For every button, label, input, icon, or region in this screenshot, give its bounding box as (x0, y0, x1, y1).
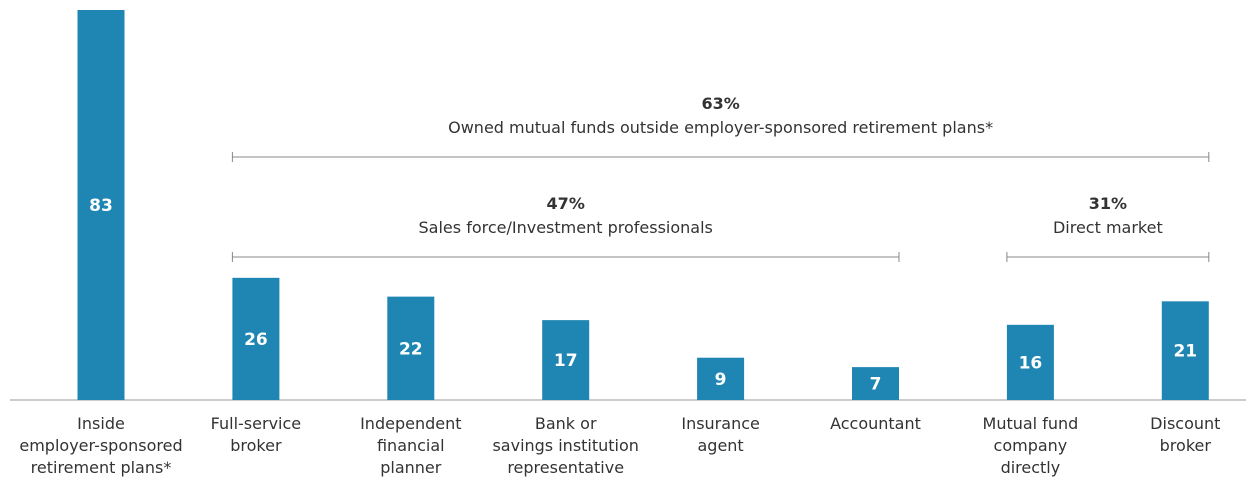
bar (697, 357, 745, 400)
value-label: 9 (715, 370, 727, 390)
bar (232, 277, 280, 400)
bar (542, 320, 590, 400)
x-tick-label: Mutual fund company directly (983, 414, 1079, 477)
x-tick-label: Full-service broker (211, 414, 301, 455)
value-label: 22 (399, 339, 423, 359)
annotation-value: 47% (547, 194, 585, 213)
annotation-value: 63% (701, 94, 739, 113)
value-label: 17 (554, 351, 578, 371)
annotation-text: Sales force/Investment professionals (419, 218, 713, 237)
annotation-text: Direct market (1053, 218, 1163, 237)
value-label: 83 (89, 196, 113, 216)
x-tick-label: Bank or savings institution representative (492, 414, 638, 477)
bar (852, 367, 899, 400)
x-tick-label: Accountant (830, 414, 921, 433)
bar (77, 10, 125, 400)
x-tick-label: Insurance agent (681, 414, 760, 455)
bar (1161, 301, 1209, 400)
x-tick-label: Discount broker (1150, 414, 1220, 455)
value-label: 26 (244, 330, 268, 350)
bar (1006, 324, 1054, 400)
annotation-text: Owned mutual funds outside employer-spon… (448, 118, 993, 137)
x-tick-label: Independent financial planner (360, 414, 461, 477)
value-label: 7 (870, 375, 882, 395)
x-tick-label: Inside employer-sponsored retirement plans… (19, 414, 182, 477)
bar (387, 296, 435, 400)
value-label: 21 (1173, 342, 1197, 362)
value-label: 16 (1019, 353, 1043, 373)
annotation-value: 31% (1089, 194, 1127, 213)
